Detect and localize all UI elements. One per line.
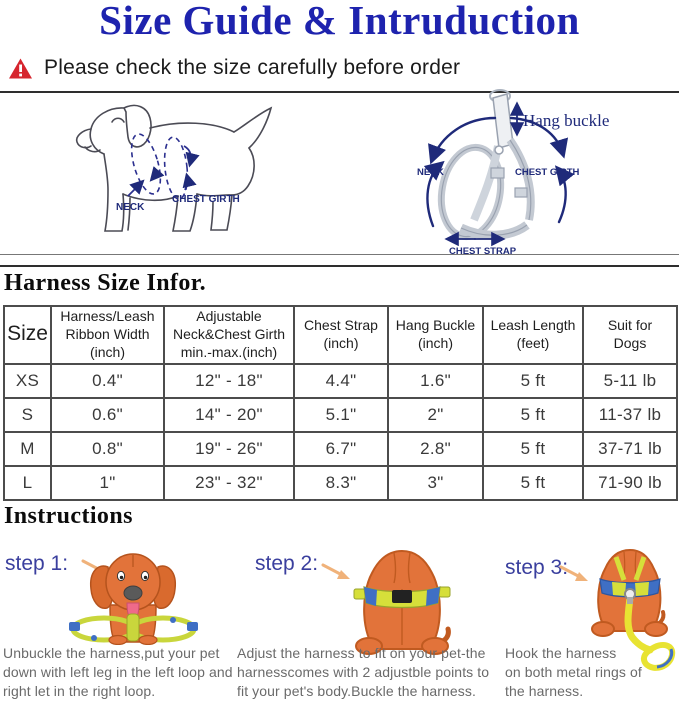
harness-diagram: Hang buckle NECK CHEST GIRTH CHEST STRAP [417,89,609,257]
col-hang-buckle: Hang Buckle (inch) [387,305,484,365]
harness-chest-strap-label: CHEST STRAP [449,246,517,257]
cell: 23" - 32" [163,464,295,501]
size-table: Size Harness/Leash Ribbon Width (inch) A… [3,305,678,501]
col-leash-length: Leash Length (feet) [482,305,584,365]
step1-dog-illustration [69,553,198,645]
dog-chest-girth-label: CHEST GIRTH [172,194,240,205]
dog-neck-label: NECK [116,202,145,213]
cell: M [3,430,52,467]
instructions-heading: Instructions [4,503,133,529]
step3-text: Hook the harness on both metal rings of … [505,645,642,699]
cell: 5-11 lb [582,362,678,399]
cell: XS [3,362,52,399]
cell: 5 ft [482,362,584,399]
step3-label: step 3: [505,556,569,579]
size-table-heading: Harness Size Infor. [4,270,207,296]
cell: 12" - 18" [163,362,295,399]
cell: 5 ft [482,396,584,433]
cell: S [3,396,52,433]
cell: 2" [387,396,484,433]
cell: L [3,464,52,501]
cell: 71-90 lb [582,464,678,501]
step2-arrow-icon [321,563,350,579]
divider-line [0,91,679,93]
hang-buckle-label: Hang buckle [523,111,609,130]
cell: 8.3" [293,464,389,501]
neck-measure-ellipse [130,133,162,195]
step2-text: Adjust the harness to fit on your pet-th… [237,645,490,699]
cell: 5.1" [293,396,389,433]
col-ribbon-width: Harness/Leash Ribbon Width (inch) [50,305,165,365]
col-size: Size [3,305,52,365]
step1-label: step 1: [5,552,69,575]
cell: 5 ft [482,430,584,467]
cell: 0.6" [50,396,165,433]
cell: 37-71 lb [582,430,678,467]
step2-dog-illustration [353,549,451,655]
dog-measurement-diagram: NECK CHEST GIRTH [75,104,273,232]
page-title: Size Guide & Intruduction [99,0,580,43]
table-header-row: Size Harness/Leash Ribbon Width (inch) A… [3,305,678,365]
cell: 0.4" [50,362,165,399]
harness-chest-girth-label: CHEST GIRTH [515,167,580,178]
table-row: XS 0.4" 12" - 18" 4.4" 1.6" 5 ft 5-11 lb [3,362,678,399]
cell: 6.7" [293,430,389,467]
col-neck-chest-girth: Adjustable Neck&Chest Girth min.-max.(in… [163,305,295,365]
table-row: S 0.6" 14" - 20" 5.1" 2" 5 ft 11-37 lb [3,396,678,433]
table-row: M 0.8" 19" - 26" 6.7" 2.8" 5 ft 37-71 lb [3,430,678,467]
cell: 5 ft [482,464,584,501]
step3-dog-illustration [591,548,676,671]
warning-row: Please check the size carefully before o… [8,56,460,80]
cell: 1" [50,464,165,501]
cell: 11-37 lb [582,396,678,433]
col-suit-for-dogs: Suit for Dogs [582,305,678,365]
step2-label: step 2: [255,552,319,575]
step1-text: Unbuckle the harness,put your pet down w… [3,645,233,699]
harness-neck-label: NECK [417,167,444,178]
cell: 19" - 26" [163,430,295,467]
warning-icon [9,58,32,78]
divider-line [0,265,679,267]
divider-line [0,254,679,255]
cell: 3" [387,464,484,501]
step3-arrow-icon [559,565,588,581]
cell: 14" - 20" [163,396,295,433]
col-chest-strap: Chest Strap (inch) [293,305,389,365]
chest-measure-ellipse [163,136,189,200]
cell: 1.6" [387,362,484,399]
table-row: L 1" 23" - 32" 8.3" 3" 5 ft 71-90 lb [3,464,678,501]
cell: 0.8" [50,430,165,467]
cell: 2.8" [387,430,484,467]
cell: 4.4" [293,362,389,399]
warning-text: Please check the size carefully before o… [44,56,461,79]
